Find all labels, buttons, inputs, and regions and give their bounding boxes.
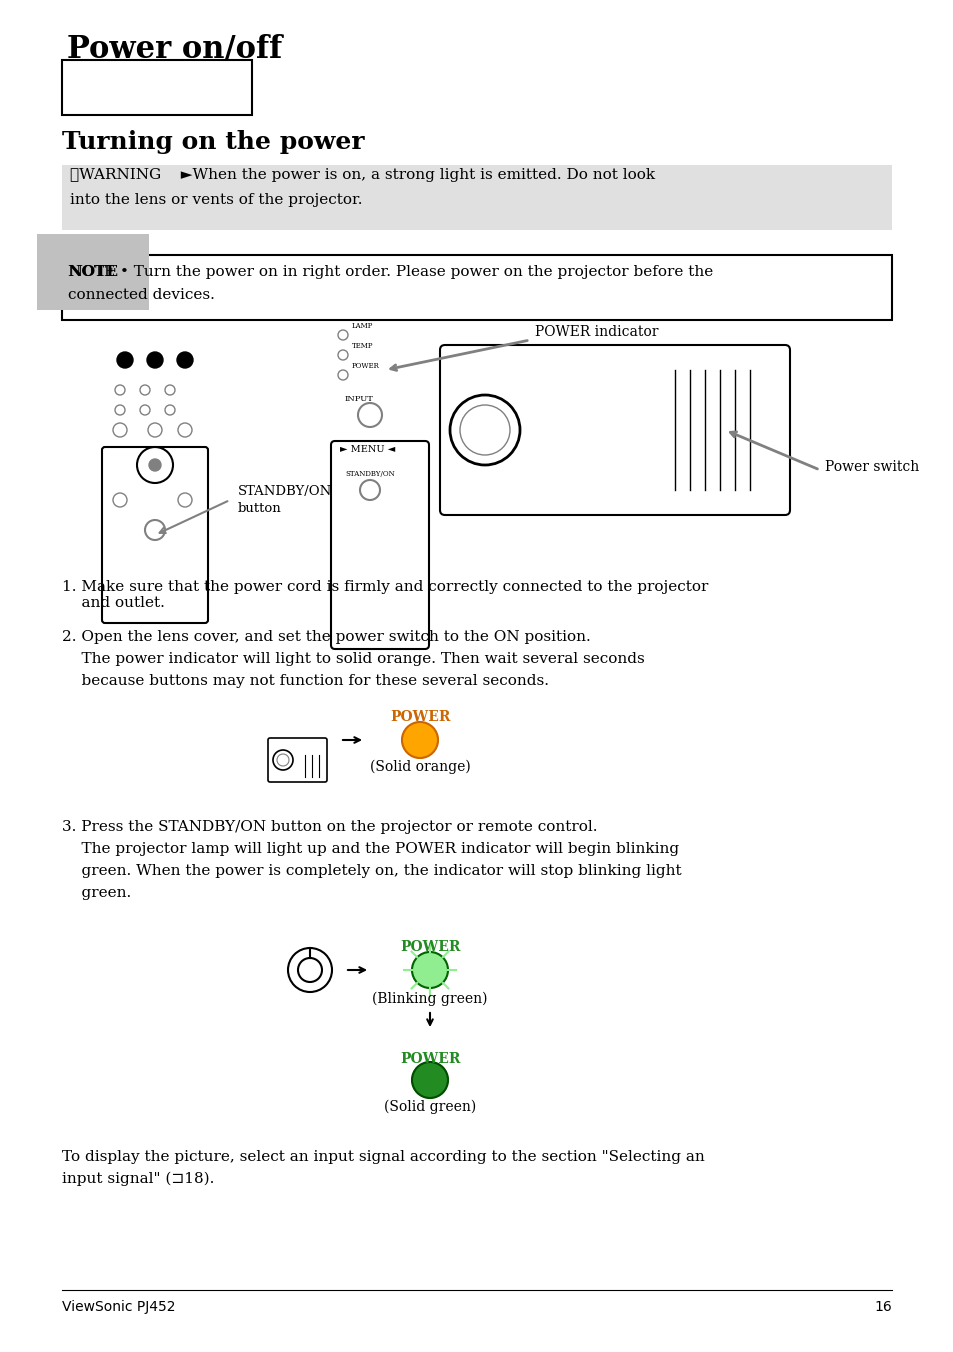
Circle shape (149, 458, 161, 470)
Circle shape (117, 352, 132, 368)
FancyBboxPatch shape (62, 256, 891, 320)
Text: 1. Make sure that the power cord is firmly and correctly connected to the projec: 1. Make sure that the power cord is firm… (62, 580, 708, 610)
Text: button: button (237, 502, 281, 515)
Text: POWER indicator: POWER indicator (535, 324, 658, 339)
Text: POWER: POWER (399, 940, 459, 955)
Text: The power indicator will light to solid orange. Then wait several seconds: The power indicator will light to solid … (62, 652, 644, 667)
FancyBboxPatch shape (102, 448, 208, 623)
Text: POWER: POWER (390, 710, 450, 725)
Text: ViewSonic PJ452: ViewSonic PJ452 (62, 1301, 175, 1314)
Text: into the lens or vents of the projector.: into the lens or vents of the projector. (70, 193, 362, 207)
Text: STANDBY/ON: STANDBY/ON (237, 485, 332, 498)
Text: connected devices.: connected devices. (68, 288, 214, 301)
Text: (Solid orange): (Solid orange) (369, 760, 470, 775)
Text: Turning on the power: Turning on the power (62, 130, 364, 154)
Circle shape (177, 352, 193, 368)
Text: LAMP: LAMP (352, 322, 373, 330)
FancyBboxPatch shape (268, 738, 327, 781)
Text: green.: green. (62, 886, 132, 900)
Circle shape (147, 352, 163, 368)
Text: because buttons may not function for these several seconds.: because buttons may not function for the… (62, 675, 548, 688)
Text: 3. Press the STANDBY/ON button on the projector or remote control.: 3. Press the STANDBY/ON button on the pr… (62, 821, 597, 834)
Text: NOTE: NOTE (68, 265, 118, 279)
Text: ► MENU ◄: ► MENU ◄ (339, 445, 395, 454)
Text: (Blinking green): (Blinking green) (372, 992, 487, 1006)
Text: TEMP: TEMP (352, 342, 374, 350)
Circle shape (412, 1063, 448, 1098)
FancyBboxPatch shape (62, 59, 252, 115)
Text: ⚠WARNING    ►When the power is on, a strong light is emitted. Do not look: ⚠WARNING ►When the power is on, a strong… (70, 168, 655, 183)
Text: STANDBY/ON: STANDBY/ON (345, 470, 395, 479)
Text: POWER: POWER (352, 362, 379, 370)
Text: Power on/off: Power on/off (67, 34, 282, 65)
Text: INPUT: INPUT (345, 395, 374, 403)
Text: 16: 16 (873, 1301, 891, 1314)
Text: input signal" (⊐18).: input signal" (⊐18). (62, 1172, 214, 1187)
Text: (Solid green): (Solid green) (383, 1101, 476, 1114)
FancyBboxPatch shape (439, 345, 789, 515)
Text: 2. Open the lens cover, and set the power switch to the ON position.: 2. Open the lens cover, and set the powe… (62, 630, 590, 644)
FancyBboxPatch shape (62, 165, 891, 230)
FancyBboxPatch shape (68, 289, 110, 310)
Text: The projector lamp will light up and the POWER indicator will begin blinking: The projector lamp will light up and the… (62, 842, 679, 856)
Text: POWER: POWER (399, 1052, 459, 1065)
Text: green. When the power is completely on, the indicator will stop blinking light: green. When the power is completely on, … (62, 864, 680, 877)
FancyBboxPatch shape (331, 441, 429, 649)
Circle shape (412, 952, 448, 988)
Circle shape (401, 722, 437, 758)
Text: Power switch: Power switch (824, 460, 919, 475)
Text: NOTE • Turn the power on in right order. Please power on the projector before th: NOTE • Turn the power on in right order.… (68, 265, 713, 279)
Text: To display the picture, select an input signal according to the section "Selecti: To display the picture, select an input … (62, 1151, 704, 1164)
